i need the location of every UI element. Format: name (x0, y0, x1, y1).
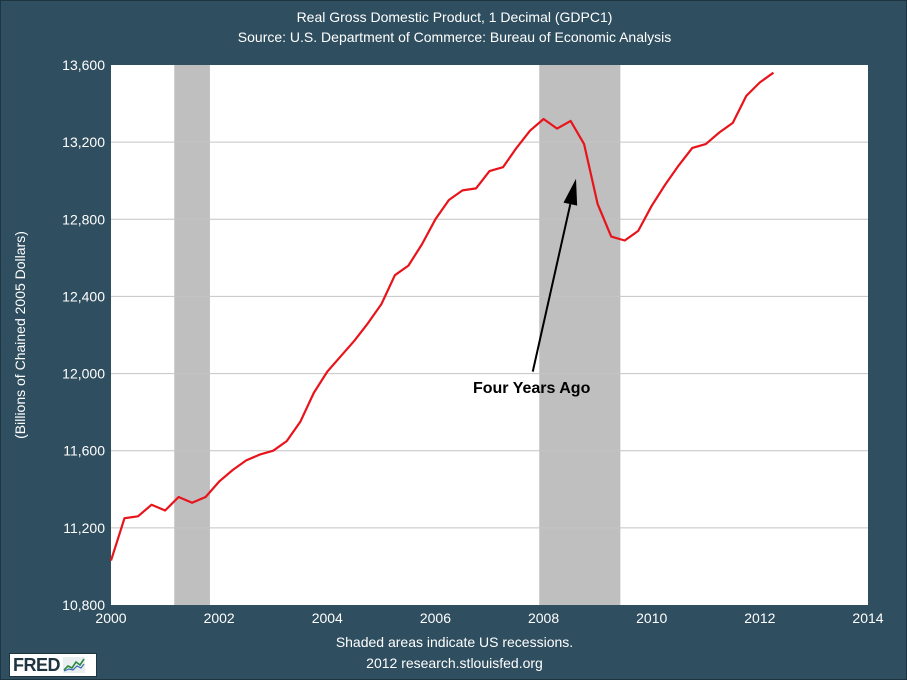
axis-layer: 10,800 11,200 11,600 12,000 12,400 12,800 13,2… (62, 57, 884, 626)
recession-layer (174, 65, 621, 605)
recession-note: Shaded areas indicate US recessions. (335, 634, 574, 650)
annotation-layer: Four Years Ago (473, 178, 591, 397)
chart-title: Real Gross Domestic Product, 1 Decimal (… (296, 9, 613, 25)
y-tick-label: 13,200 (62, 134, 105, 150)
recession-band-2 (539, 65, 621, 605)
y-tick-label: 11,600 (63, 443, 105, 459)
plot-area (111, 65, 868, 605)
annotation-label: Four Years Ago (473, 380, 591, 397)
series-layer (109, 71, 775, 561)
grid-layer (111, 141, 868, 529)
fred-sparkline-icon (63, 657, 85, 673)
y-tick-label: 10,800 (62, 597, 105, 613)
chart-subtitle: Source: U.S. Department of Commerce: Bur… (237, 29, 672, 45)
annotation-arrowhead (563, 178, 578, 206)
y-axis-label: (Billions of Chained 2005 Dollars) (12, 231, 28, 439)
x-tick-label: 2014 (852, 610, 883, 626)
x-tick-label: 2012 (744, 610, 775, 626)
x-tick-label: 2010 (636, 610, 667, 626)
fred-logo[interactable]: FRED (9, 653, 97, 677)
x-tick-label: 2000 (95, 610, 126, 626)
x-tick-label: 2006 (420, 610, 451, 626)
series-line-1 (109, 71, 775, 561)
fred-logo-text: FRED (13, 654, 61, 675)
y-tick-label: 12,400 (62, 288, 105, 304)
x-tick-label: 2002 (204, 610, 235, 626)
x-tick-label: 2008 (528, 610, 559, 626)
recession-band-1 (174, 65, 210, 605)
y-tick-label: 13,600 (62, 57, 105, 73)
x-tick-label: 2004 (312, 610, 343, 626)
y-tick-label: 11,200 (63, 520, 105, 536)
y-tick-label: 12,000 (62, 366, 105, 382)
annotation-arrow-line (531, 203, 572, 372)
source-url: 2012 research.stlouisfed.org (366, 655, 543, 671)
y-tick-label: 12,800 (62, 211, 105, 227)
